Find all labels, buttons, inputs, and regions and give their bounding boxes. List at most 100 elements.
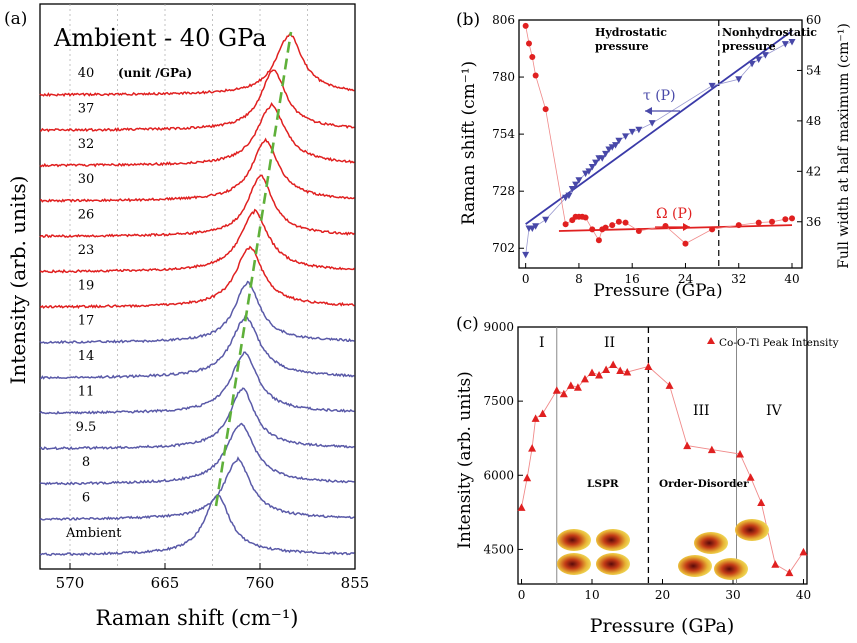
spectrum-trace-13 <box>39 33 355 98</box>
region-iii: III <box>693 403 710 419</box>
panel-c-ytick-label-2: 7500 <box>483 394 514 408</box>
region-hydrostatic: Hydrostatic <box>595 26 667 39</box>
omega-point-24 <box>769 218 776 225</box>
omega-point-4 <box>542 106 549 113</box>
omega-point-11 <box>589 226 596 233</box>
panel-b-ytick-label-3: 780 <box>492 70 515 84</box>
spectrum-trace-1 <box>39 456 355 521</box>
panel-a-frame <box>39 3 356 570</box>
panel-b: (b) 0 8 16 24 32 407027287547808063642485460 … <box>456 10 852 301</box>
panel-c-xtick-label-0: 0 <box>518 588 526 602</box>
intensity-point-7 <box>566 381 575 389</box>
panel-a-label: (a) <box>4 9 27 29</box>
tau-point-10 <box>582 170 590 178</box>
intensity-point-19 <box>707 445 716 454</box>
panel-b-xtick-label-0: 0 <box>522 272 530 286</box>
panel-c-ytick-label-0: 4500 <box>483 542 514 556</box>
tau-series-label: τ (P) <box>643 88 676 104</box>
panel-a-x-axis-label: Raman shift (cm⁻¹) <box>96 606 299 630</box>
panel-a-y-axis-label: Intensity (arb. units) <box>6 176 30 385</box>
panel-b-ytick-label-1: 728 <box>492 184 515 198</box>
panel-a-pressure-labels: Ambient 6 8 9.5 11 14 17 19 23 26 30 32 37 40 <box>65 66 122 541</box>
pressure-label-8: 23 <box>78 243 95 258</box>
intensity-point-8 <box>573 383 582 391</box>
panel-b-x-axis-label: Pressure (GPa) <box>593 281 722 301</box>
panel-b-y-axis-label: Raman shift (cm⁻¹) <box>459 61 479 225</box>
tau-point-0 <box>522 251 530 259</box>
omega-point-12 <box>595 237 602 244</box>
panel-b-y2tick-label-2: 48 <box>806 114 821 128</box>
tau-point-3 <box>532 223 540 230</box>
omega-point-17 <box>622 219 629 226</box>
intensity-connector-line <box>521 364 804 574</box>
spectrum-trace-3 <box>39 387 355 451</box>
omega-point-10 <box>582 214 589 221</box>
tau-point-2 <box>528 225 536 232</box>
pressure-label-0: Ambient <box>65 526 122 541</box>
tau-point-12 <box>588 164 596 171</box>
pressure-label-3: 9.5 <box>76 420 97 435</box>
intensity-point-18 <box>683 441 692 450</box>
region-ii: II <box>604 335 615 351</box>
panel-b-xtick-label-1: 8 <box>575 272 583 286</box>
tau-point-15 <box>598 155 606 162</box>
panel-a-xtick-label-3: 855 <box>341 574 370 592</box>
pressure-label-4: 11 <box>78 384 95 399</box>
tau-point-22 <box>628 128 636 136</box>
panel-a-unit-note: (unit /GPa) <box>118 66 192 80</box>
tau-point-24 <box>648 120 656 127</box>
spectrum-trace-12 <box>39 69 355 133</box>
intensity-point-23 <box>771 560 780 568</box>
panel-c-x-axis-label: Pressure (GPa) <box>590 615 734 637</box>
tau-point-31 <box>788 38 796 46</box>
spectrum-trace-11 <box>39 102 355 168</box>
panel-c-xtick-label-4: 40 <box>796 588 811 602</box>
pressure-label-13: 40 <box>78 66 95 81</box>
intensity-point-6 <box>559 389 568 398</box>
lspr-note: LSPR <box>587 478 619 490</box>
omega-point-25 <box>782 216 789 223</box>
intensity-point-4 <box>538 409 547 417</box>
tau-point-8 <box>572 181 580 189</box>
omega-point-5 <box>562 221 569 228</box>
panel-a: (a) Ambient - 40 GPa (unit /GPa) Ambient… <box>4 3 370 630</box>
omega-fit-line <box>558 224 793 232</box>
panel-a-xtick-label-1: 665 <box>151 574 180 592</box>
omega-point-1 <box>525 40 532 47</box>
spectrum-trace-4 <box>39 351 355 415</box>
panel-b-xtick-label-3: 24 <box>678 272 694 286</box>
tau-point-19 <box>612 142 620 149</box>
spectrum-trace-5 <box>39 315 355 380</box>
intensity-point-20 <box>736 450 745 458</box>
panel-c-label: (c) <box>456 314 479 334</box>
omega-point-19 <box>662 222 669 229</box>
intensity-point-1 <box>523 473 532 482</box>
tau-point-17 <box>605 146 613 153</box>
tau-point-6 <box>565 192 573 200</box>
tau-point-9 <box>575 177 583 184</box>
panel-a-title: Ambient - 40 GPa <box>53 24 267 52</box>
panel-b-y2tick-label-1: 42 <box>806 164 821 178</box>
panel-a-spectra <box>39 31 355 557</box>
panel-b-xtick-label-4: 32 <box>731 272 746 286</box>
tau-point-5 <box>562 194 570 202</box>
tau-point-18 <box>608 144 616 151</box>
tau-point-21 <box>622 133 630 140</box>
panel-b-xtick-label-5: 40 <box>784 272 799 286</box>
panel-b-series <box>522 22 796 259</box>
pressure-label-1: 6 <box>82 491 90 506</box>
tau-arrow-head <box>645 107 652 115</box>
pressure-label-9: 26 <box>78 208 95 223</box>
omega-point-3 <box>532 72 539 79</box>
tau-point-4 <box>542 216 550 224</box>
panel-b-y2-axis-label: Full width at half maximum (cm⁻¹) <box>836 23 852 269</box>
panel-b-y2tick-label-4: 60 <box>806 13 821 27</box>
intensity-point-15 <box>623 367 632 376</box>
panel-b-y2tick-label-3: 54 <box>806 63 822 77</box>
tau-point-30 <box>781 41 789 48</box>
panel-b-ytick-label-2: 754 <box>492 127 515 141</box>
panel-c-xtick-label-3: 30 <box>725 588 740 602</box>
panel-a-gridlines <box>69 4 308 569</box>
panel-b-frame <box>518 19 803 269</box>
panel-b-ytick-label-0: 702 <box>492 241 515 255</box>
